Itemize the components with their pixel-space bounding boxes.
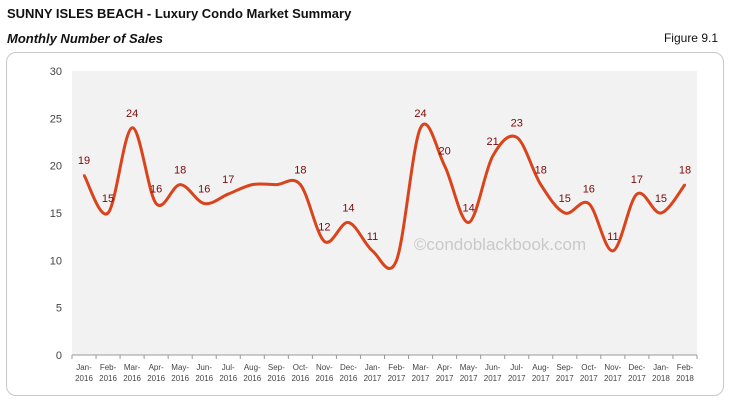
- x-tick-label: May-2016: [171, 363, 189, 383]
- data-point: [683, 183, 686, 186]
- data-point: [155, 202, 158, 205]
- x-tick-label: Dec-2016: [340, 363, 358, 383]
- data-point: [395, 259, 398, 262]
- data-label: 21: [487, 136, 499, 148]
- data-point: [323, 240, 326, 243]
- chart-subtitle: Monthly Number of Sales: [7, 31, 164, 46]
- data-label: 11: [607, 231, 618, 243]
- x-tick-label: Aug-2016: [243, 363, 261, 383]
- x-tick-label: Jul-2016: [219, 363, 237, 383]
- x-tick-label: Mar-2016: [123, 363, 141, 383]
- watermark: ©condoblackbook.com: [414, 235, 586, 254]
- data-label: 18: [679, 165, 691, 177]
- y-tick-label: 10: [50, 255, 62, 267]
- data-point: [659, 212, 662, 214]
- figure-label: Figure 9.1: [663, 31, 718, 45]
- x-tick-label: Nov-2017: [604, 363, 622, 383]
- data-label: 24: [414, 108, 426, 120]
- data-label: 17: [631, 174, 643, 186]
- x-tick-label: Mar-2017: [412, 363, 430, 383]
- data-point: [83, 174, 86, 177]
- data-point: [299, 183, 302, 186]
- data-label: 23: [511, 117, 523, 129]
- chart-frame: [6, 52, 724, 396]
- data-label: 11: [367, 231, 378, 243]
- x-tick-label: Oct-2016: [291, 363, 309, 383]
- data-label: 18: [294, 165, 306, 177]
- y-tick-label: 20: [50, 161, 62, 173]
- data-label: 14: [463, 202, 475, 214]
- data-point: [251, 183, 254, 186]
- data-point: [419, 126, 422, 129]
- data-point: [275, 183, 278, 186]
- y-tick-label: 15: [50, 208, 62, 220]
- y-tick-label: 0: [56, 350, 62, 362]
- x-tick-label: Dec-2017: [628, 363, 646, 383]
- data-label: 18: [535, 165, 547, 177]
- data-point: [131, 126, 134, 129]
- data-label: 16: [150, 184, 162, 196]
- data-label: 12: [318, 221, 330, 233]
- x-tick-label: Jun-2017: [484, 363, 502, 383]
- data-point: [347, 221, 350, 224]
- data-point: [467, 221, 470, 224]
- data-point: [539, 183, 542, 186]
- x-tick-label: Jan-2018: [652, 363, 670, 383]
- data-label: 24: [126, 108, 138, 120]
- data-label: 18: [174, 165, 186, 177]
- x-tick-label: Jul-2017: [508, 363, 526, 383]
- data-label: 16: [583, 184, 595, 196]
- x-tick-label: Feb-2018: [676, 363, 694, 383]
- data-point: [443, 164, 446, 167]
- data-point: [227, 193, 230, 196]
- y-tick-label: 25: [50, 113, 62, 125]
- data-label: 15: [102, 193, 114, 205]
- x-tick-label: Jan-2017: [364, 363, 382, 383]
- data-label: 17: [222, 174, 234, 186]
- x-tick-label: Jan-2016: [75, 363, 93, 383]
- data-label: 15: [559, 193, 571, 205]
- data-label: 14: [342, 202, 354, 214]
- data-point: [491, 155, 494, 158]
- x-tick-label: Apr-2017: [436, 363, 454, 383]
- y-tick-label: 30: [50, 66, 62, 78]
- data-point: [203, 202, 206, 205]
- x-tick-label: Oct-2017: [580, 363, 598, 383]
- data-point: [635, 193, 638, 196]
- data-point: [611, 249, 614, 252]
- data-point: [563, 212, 566, 214]
- x-tick-label: Feb-2016: [99, 363, 117, 383]
- x-tick-label: Aug-2017: [532, 363, 550, 383]
- data-point: [587, 202, 590, 205]
- data-point: [515, 136, 518, 139]
- y-tick-label: 5: [56, 303, 62, 315]
- x-tick-label: Nov-2016: [316, 363, 334, 383]
- plot-area: [72, 71, 697, 355]
- data-label: 15: [655, 193, 667, 205]
- report-title: SUNNY ISLES BEACH - Luxury Condo Market …: [7, 6, 352, 21]
- x-tick-label: Jun-2016: [195, 363, 213, 383]
- data-point: [179, 183, 182, 186]
- x-tick-label: Apr-2016: [147, 363, 165, 383]
- data-label: 16: [198, 184, 210, 196]
- x-tick-label: Sep-2017: [556, 363, 574, 383]
- x-tick-label: May-2017: [460, 363, 478, 383]
- data-point: [371, 249, 374, 252]
- data-label: 19: [78, 155, 90, 167]
- data-point: [107, 212, 110, 214]
- x-tick-label: Sep-2016: [267, 363, 285, 383]
- data-label: 20: [438, 146, 450, 158]
- x-tick-label: Feb-2017: [388, 363, 406, 383]
